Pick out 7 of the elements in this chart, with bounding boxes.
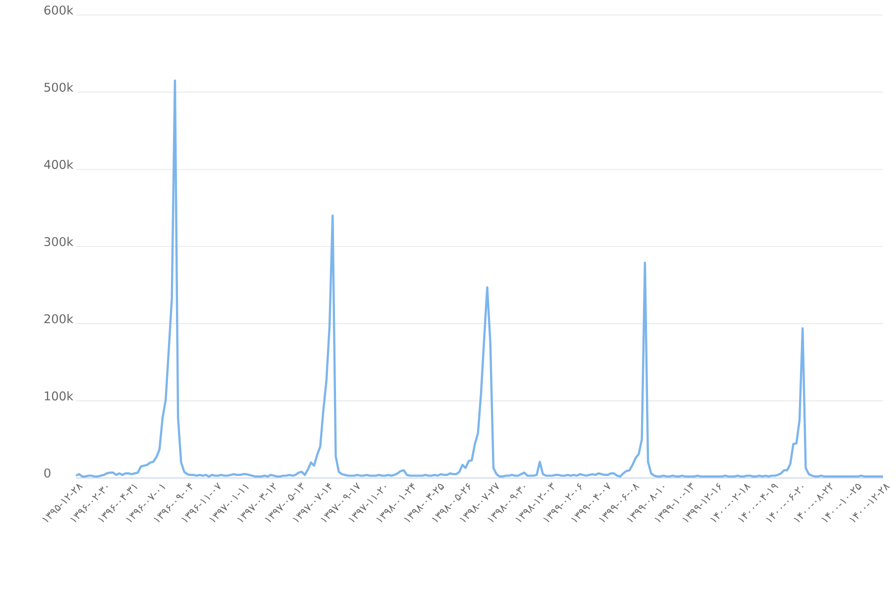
y-tick-label: 600k [44,5,74,15]
y-tick-label: 200k [44,314,74,324]
y-tick-label: 500k [44,82,74,92]
y-tick-label: 400k [44,160,74,169]
y-tick-label: 0 [44,468,50,478]
y-tick-label: 300k [44,236,74,246]
y-tick-label: 100k [44,391,74,400]
